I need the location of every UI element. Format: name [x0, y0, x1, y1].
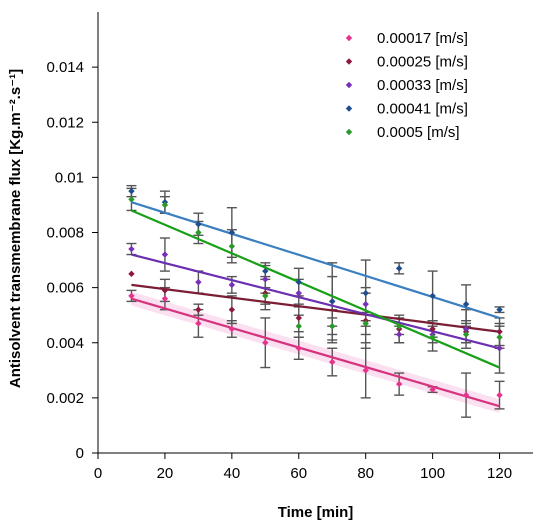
legend-marker [345, 81, 353, 89]
data-point [228, 325, 236, 333]
data-point [295, 314, 302, 322]
data-point [496, 391, 503, 399]
data-point [329, 298, 336, 305]
data-point [295, 289, 302, 297]
data-point [262, 339, 269, 346]
data-point [161, 201, 169, 209]
legend-label: 0.0005 [m/s] [377, 124, 460, 141]
data-point [161, 295, 169, 302]
data-point [262, 276, 269, 283]
data-point [429, 292, 436, 300]
legend-marker [345, 105, 353, 112]
data-point [362, 320, 369, 327]
data-point [429, 325, 436, 333]
data-point [195, 278, 202, 286]
y-axis-label: Antisolvent transmembrane flux [Kg.m⁻².s… [7, 69, 24, 388]
data-point [295, 323, 302, 330]
x-tick-label: 60 [290, 465, 307, 482]
y-tick-label: 0 [76, 445, 84, 462]
data-point [295, 278, 302, 286]
data-point [295, 345, 302, 352]
y-tick-label: 0.004 [46, 335, 84, 352]
data-point [429, 334, 436, 341]
x-tick-label: 80 [357, 465, 374, 482]
trend-line [131, 209, 500, 369]
legend-marker [345, 128, 353, 136]
data-point [228, 243, 236, 250]
y-tick-label: 0.002 [46, 390, 84, 407]
x-axis-label: Time [min] [278, 504, 354, 521]
data-point [395, 380, 403, 388]
y-tick-label: 0.006 [46, 280, 84, 297]
data-point [195, 306, 202, 313]
data-point [362, 367, 369, 374]
legend-marker [345, 58, 353, 65]
trend-line [131, 201, 500, 319]
data-point [496, 345, 503, 352]
data-point [128, 270, 135, 278]
data-point [228, 306, 236, 313]
data-point [395, 323, 403, 330]
data-point [462, 331, 470, 338]
data-point [462, 391, 470, 399]
legend-label: 0.00017 [m/s] [377, 30, 468, 47]
legend-label: 0.00033 [m/s] [377, 77, 468, 94]
data-point [362, 300, 369, 308]
legend-label: 0.00025 [m/s] [377, 54, 468, 71]
data-point [195, 221, 202, 228]
data-point [228, 281, 236, 289]
data-point [496, 328, 503, 335]
y-tick-label: 0.01 [55, 169, 84, 186]
x-tick-label: 0 [94, 465, 102, 482]
data-point [161, 251, 169, 258]
x-tick-label: 40 [224, 465, 241, 482]
data-point [462, 325, 470, 333]
y-tick-label: 0.012 [46, 114, 84, 131]
data-point [496, 334, 503, 341]
data-point [329, 323, 336, 330]
x-tick-label: 100 [420, 465, 445, 482]
data-point [262, 292, 269, 300]
legend-marker [345, 34, 353, 42]
y-tick-label: 0.008 [46, 225, 84, 242]
trend-line-layer [131, 201, 500, 408]
data-point [128, 292, 135, 300]
data-point [128, 187, 135, 195]
data-point [395, 331, 403, 338]
data-point [496, 306, 503, 313]
trend-line [131, 253, 500, 350]
data-point [329, 358, 336, 366]
y-tick-label: 0.014 [46, 59, 84, 76]
x-tick-label: 120 [487, 465, 512, 482]
data-point [429, 386, 436, 393]
data-point [395, 265, 403, 272]
data-point [262, 267, 269, 275]
data-point [195, 229, 202, 236]
axes [92, 12, 533, 459]
data-point [195, 320, 202, 327]
data-point [462, 300, 470, 308]
data-point-layer [128, 187, 503, 399]
tick-labels: 0 20 40 60 80 100 120 0 0.002 0.004 0.006 0.008 0.01… [46, 59, 512, 482]
x-tick-label: 20 [157, 465, 174, 482]
data-point [161, 287, 169, 294]
data-point [362, 289, 369, 297]
data-point [228, 229, 236, 236]
trend-line [131, 283, 500, 333]
legend: 0.00017 [m/s] 0.00025 [m/s] 0.00033 [m/s] 0… [345, 30, 468, 141]
legend-label: 0.00041 [m/s] [377, 101, 468, 118]
data-point [128, 245, 135, 253]
trend-line [131, 297, 500, 408]
data-point [128, 196, 135, 203]
